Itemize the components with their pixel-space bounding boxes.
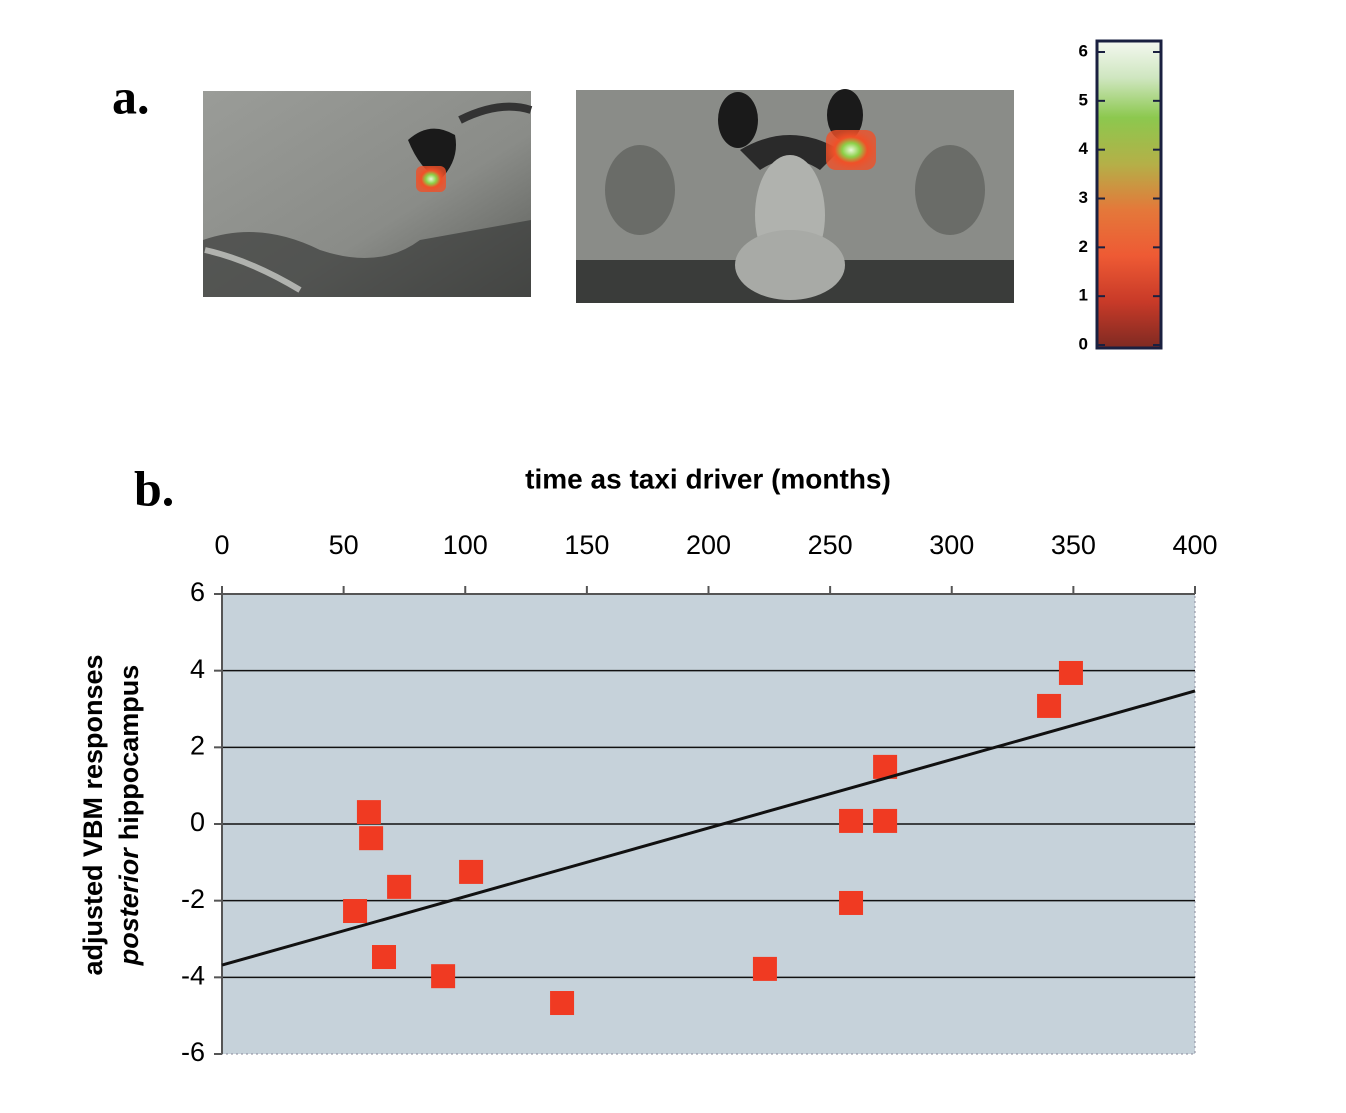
colorbar-tick-label: 1 xyxy=(1079,286,1088,305)
x-axis-title: time as taxi driver (months) xyxy=(525,463,891,494)
y-axis-title-part: hippocampus xyxy=(114,665,144,841)
point xyxy=(431,964,456,989)
panel-label: a. xyxy=(112,68,150,124)
x-tick-label: 300 xyxy=(929,530,974,560)
y-tick-label: 4 xyxy=(190,654,205,684)
point xyxy=(459,859,484,884)
y-axis-title-part: posterior xyxy=(114,847,144,967)
colorbar xyxy=(1095,39,1163,350)
point xyxy=(752,956,777,981)
y-tick-label: 0 xyxy=(190,807,205,837)
point xyxy=(387,874,412,899)
point xyxy=(873,808,898,833)
x-tick-label: 150 xyxy=(564,530,609,560)
trend-line xyxy=(221,689,1196,967)
point xyxy=(1037,693,1062,718)
x-tick-label: 350 xyxy=(1051,530,1096,560)
y-tick-label: -2 xyxy=(181,884,205,914)
point xyxy=(343,899,368,924)
point xyxy=(839,890,864,915)
sagittal-image xyxy=(203,91,533,297)
point xyxy=(1058,660,1083,685)
colorbar-tick-label: 4 xyxy=(1079,139,1089,158)
x-tick-label: 0 xyxy=(214,530,229,560)
x-tick-label: 400 xyxy=(1172,530,1217,560)
x-tick-label: 250 xyxy=(808,530,853,560)
y-tick-label: -4 xyxy=(181,960,205,990)
colorbar-tick-label: 3 xyxy=(1079,188,1088,207)
coronal-image xyxy=(576,89,1014,303)
point xyxy=(359,826,384,851)
y-axis-title: adjusted VBM responses xyxy=(78,654,108,975)
colorbar-scale xyxy=(1095,39,1163,350)
x-tick-label: 200 xyxy=(686,530,731,560)
colorbar-tick-label: 0 xyxy=(1079,334,1088,353)
y-axis-title: posterior hippocampus xyxy=(114,665,144,967)
point xyxy=(839,808,864,833)
point xyxy=(550,991,575,1016)
y-tick-label: -6 xyxy=(181,1037,205,1067)
point xyxy=(356,800,381,825)
point xyxy=(372,945,397,970)
x-tick-label: 50 xyxy=(329,530,359,560)
colorbar-tick-label: 2 xyxy=(1079,237,1088,256)
panel-label: b. xyxy=(134,460,174,516)
x-tick-label: 100 xyxy=(443,530,488,560)
colorbar-tick-label: 6 xyxy=(1079,41,1088,60)
y-tick-label: 2 xyxy=(190,730,205,760)
y-tick-label: 6 xyxy=(190,577,205,607)
colorbar-tick-label: 5 xyxy=(1079,90,1088,109)
